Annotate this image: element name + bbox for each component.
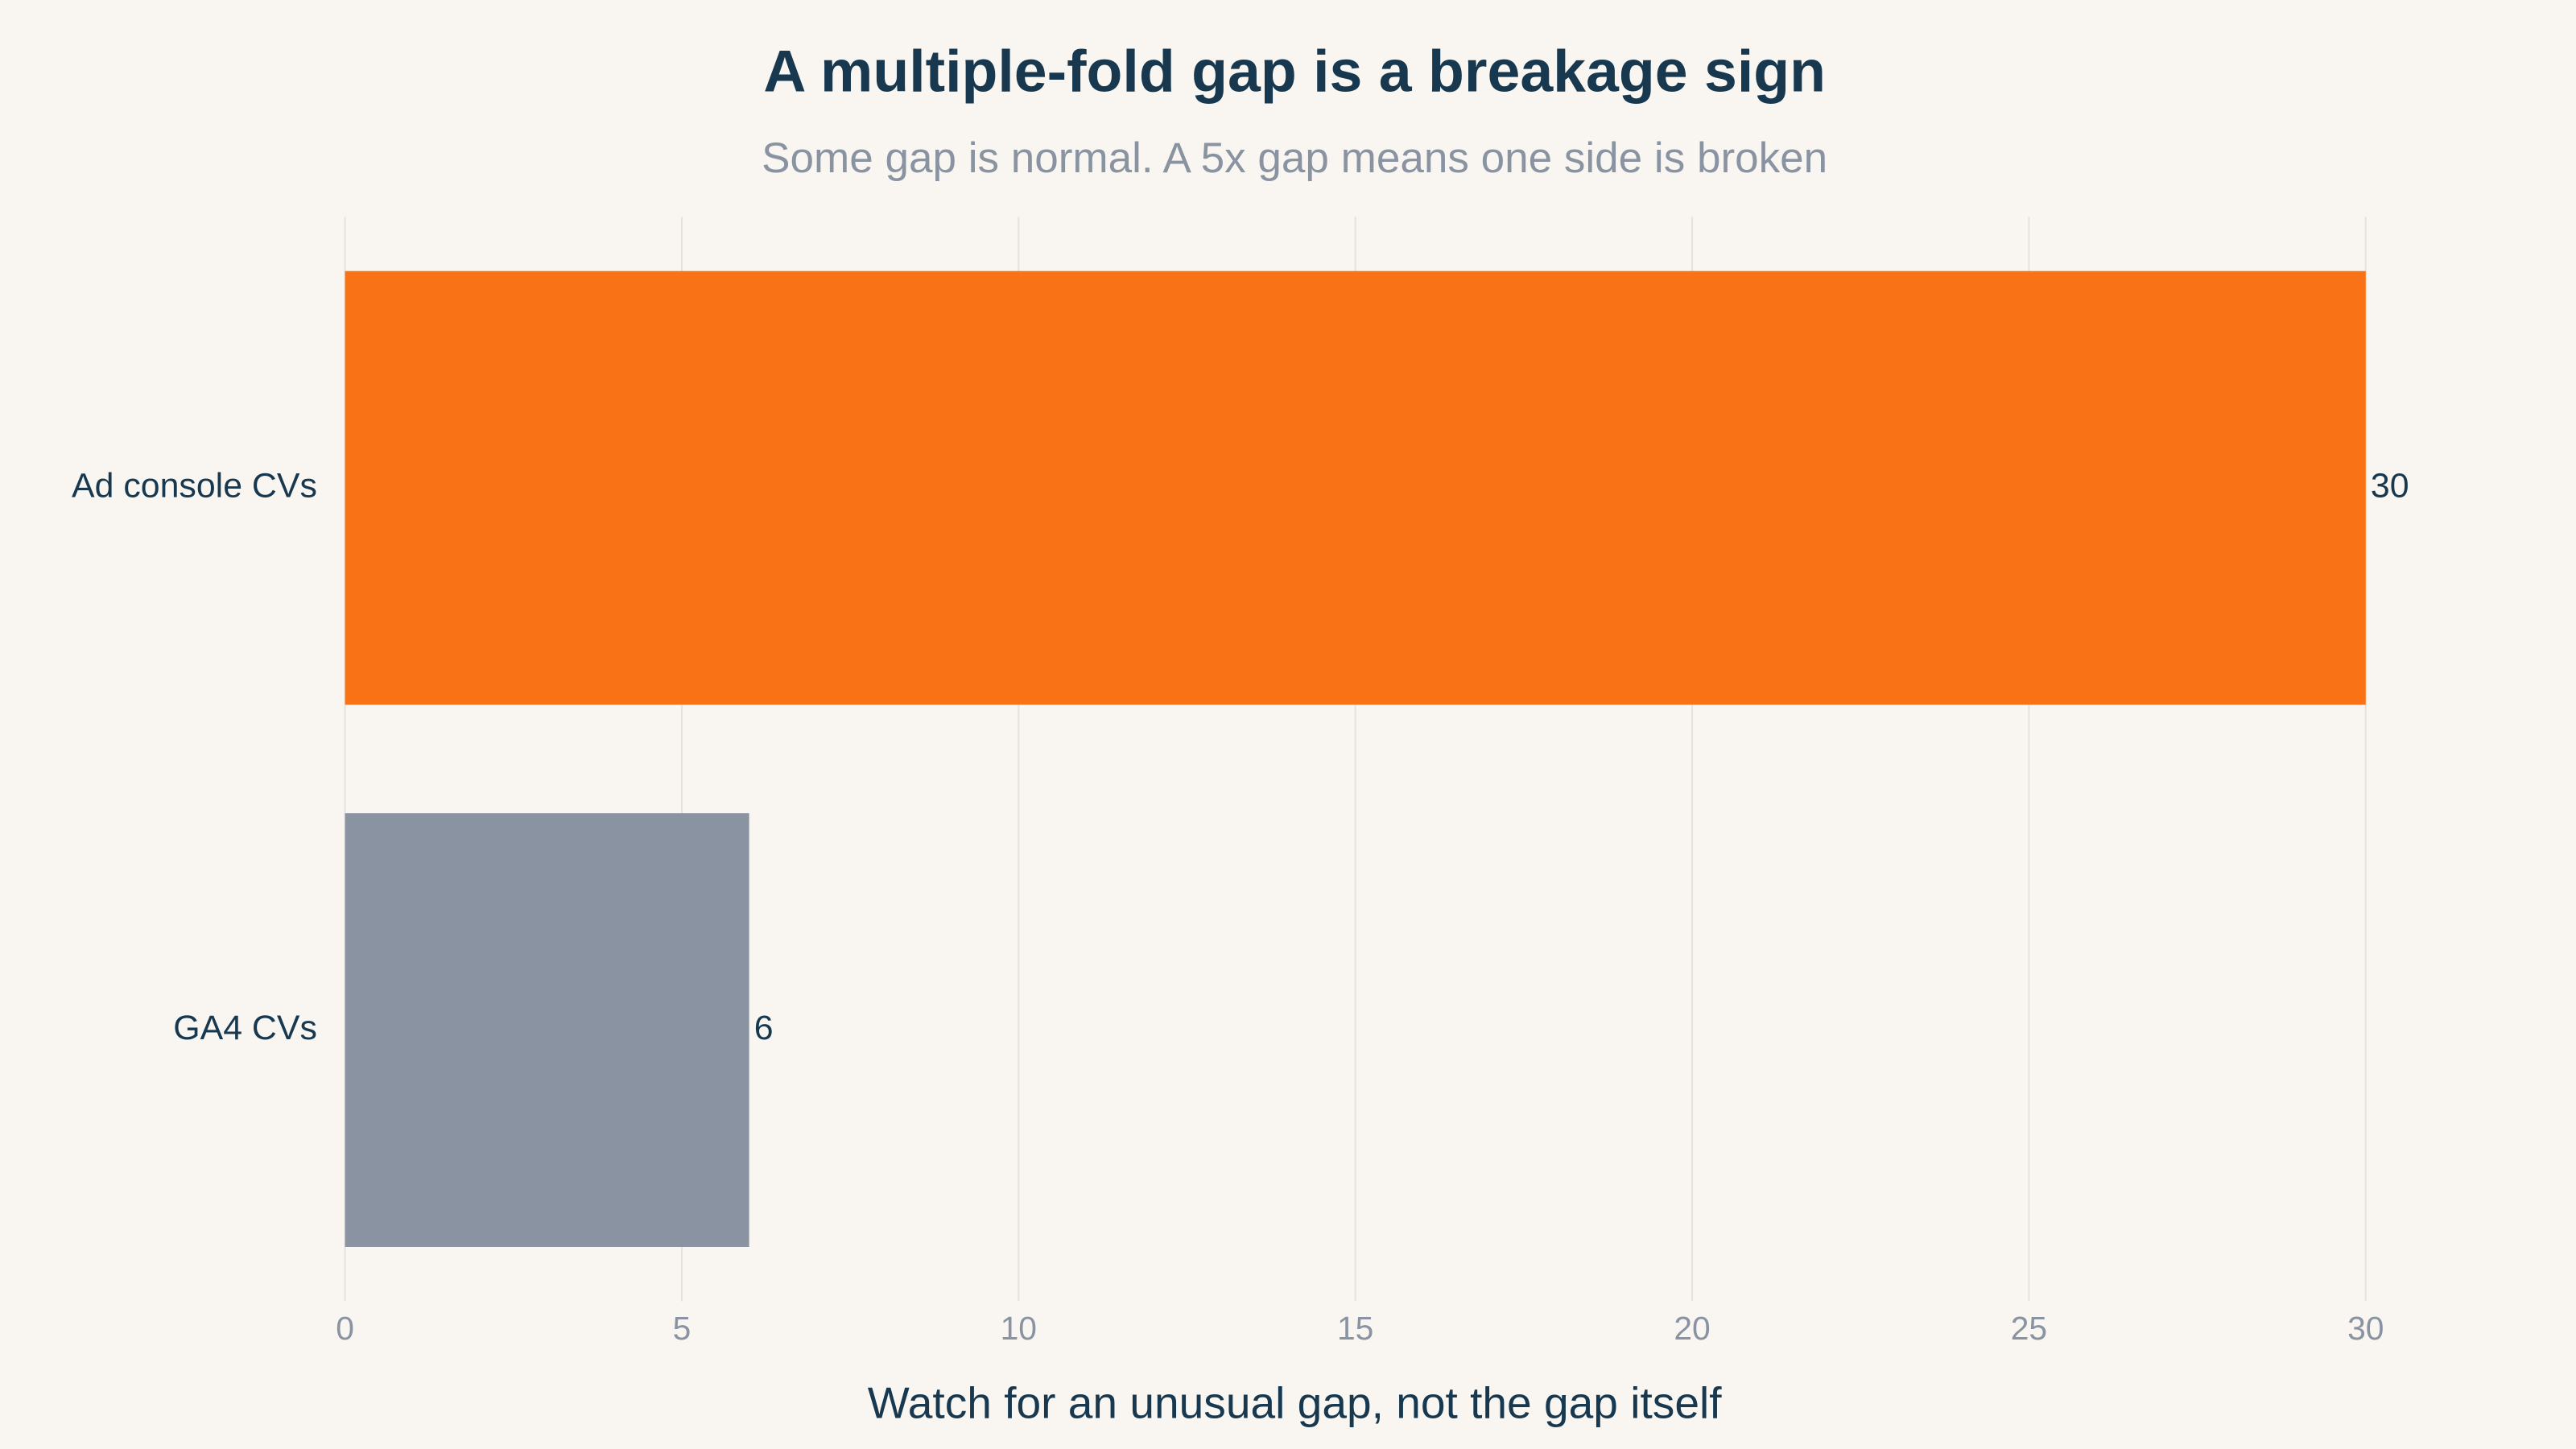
- chart-subtitle: Some gap is normal. A 5x gap means one s…: [762, 134, 1827, 182]
- chart-title: A multiple-fold gap is a breakage sign: [763, 37, 1826, 104]
- x-tick-label: 25: [2011, 1310, 2047, 1347]
- bar: [345, 270, 2366, 705]
- x-tick-label: 5: [673, 1310, 691, 1347]
- y-tick-label: GA4 CVs: [173, 1009, 317, 1047]
- x-tick-label: 0: [336, 1310, 354, 1347]
- value-label: 30: [2371, 466, 2409, 505]
- x-tick-label: 15: [1337, 1310, 1373, 1347]
- x-tick-label: 10: [1001, 1310, 1037, 1347]
- value-label: 6: [754, 1009, 774, 1047]
- x-tick-label: 30: [2347, 1310, 2384, 1347]
- y-tick-label: Ad console CVs: [72, 466, 317, 505]
- x-tick-label: 20: [1674, 1310, 1710, 1347]
- bar: [345, 813, 749, 1247]
- x-axis-title: Watch for an unusual gap, not the gap it…: [868, 1378, 1722, 1428]
